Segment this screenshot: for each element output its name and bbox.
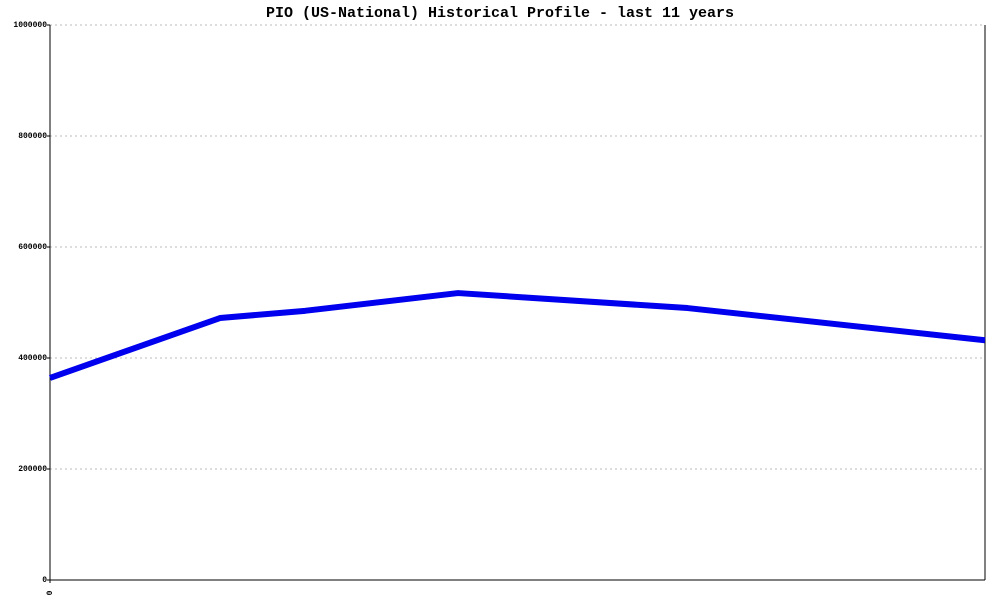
x-tick-label: 0 xyxy=(46,590,55,595)
y-tick-label: 200000 xyxy=(18,465,47,474)
data-line xyxy=(49,290,986,381)
y-tick-label: 0 xyxy=(42,576,47,585)
y-tick-label: 1000000 xyxy=(13,21,47,30)
y-tick-label: 800000 xyxy=(18,132,47,141)
chart-title: PIO (US-National) Historical Profile - l… xyxy=(266,5,734,22)
y-tick-label: 400000 xyxy=(18,354,47,363)
y-tick-label: 600000 xyxy=(18,243,47,252)
